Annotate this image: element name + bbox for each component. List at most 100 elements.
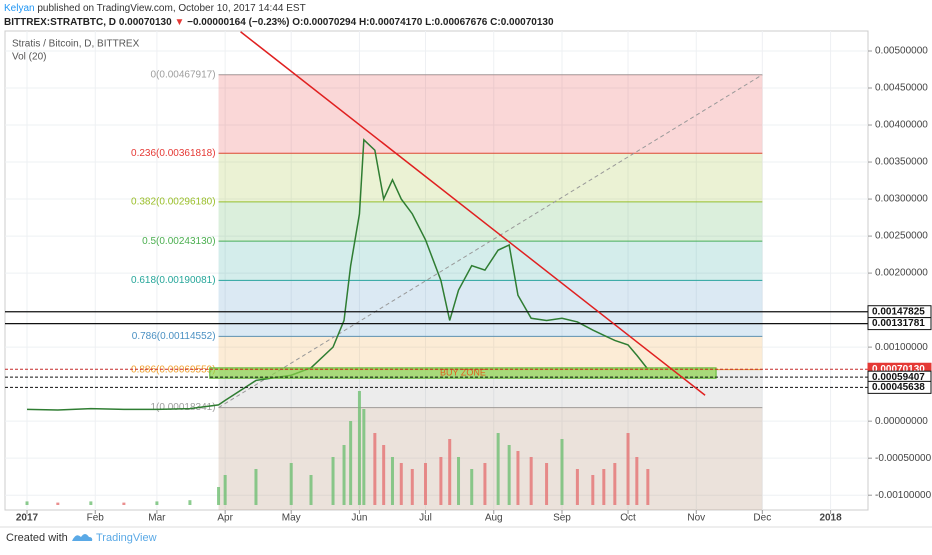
chart-subtitle: Vol (20) (12, 52, 46, 63)
fib-label: 0.236(0.00361818) (131, 148, 216, 159)
plot: 0.00500000 0.00450000 0.00400000 0.00350000… (5, 31, 932, 524)
chart-title: Stratis / Bitcoin, D, BITTREX (12, 39, 140, 50)
buy-zone (209, 367, 717, 379)
y-tick-label: 0.00300000 (875, 194, 928, 205)
volume-bar (483, 463, 487, 505)
volume-bar (89, 501, 93, 505)
header-line1: Kelyan published on TradingView.com, Oct… (4, 3, 306, 14)
x-tick-label: Jul (419, 513, 432, 524)
fib-diagonal (218, 74, 763, 409)
volume-bar (382, 445, 386, 505)
volume-bar (223, 475, 227, 505)
price-tag-label: 0.00070130 (872, 364, 925, 375)
volume-bar (602, 469, 606, 505)
volume-bar (289, 463, 293, 505)
trendline (240, 31, 706, 396)
price-tag-label: 0.00147825 (872, 306, 925, 317)
y-tick-label: 0.00200000 (875, 268, 928, 279)
volume-bar (122, 502, 126, 505)
x-tick-label: Nov (687, 513, 705, 524)
volume-bar (470, 469, 474, 505)
fib-label: 0(0.00467917) (150, 69, 215, 80)
volume-bar (423, 463, 427, 505)
last: 0.00070130 (119, 17, 172, 28)
price-line (26, 138, 649, 411)
y-tick-label: 0.00400000 (875, 120, 928, 131)
buy-zone-label: BUY ZONE (440, 367, 486, 377)
volume-bar (613, 463, 617, 505)
x-tick-label: Feb (87, 513, 105, 524)
y-tick-label: 0.00250000 (875, 231, 928, 242)
volume-bar (496, 433, 500, 505)
fib-label: 0.786(0.00114552) (132, 331, 216, 342)
y-tick-label: 0.00000000 (875, 416, 928, 427)
ohlc: O:0.00070294 H:0.00074170 L:0.00067676 C… (292, 17, 554, 28)
fib-label: 0.5(0.00243130) (142, 236, 215, 247)
volume-bar (545, 463, 549, 505)
x-tick-label: Apr (217, 513, 233, 524)
x-tick-label: Jun (351, 513, 367, 524)
fib-band (218, 280, 763, 337)
volume-bar (560, 439, 564, 505)
fib-band (218, 153, 763, 202)
x-tick-label: Sep (553, 513, 571, 524)
x-tick-label: 2017 (16, 513, 39, 524)
x-tick-label: Oct (620, 513, 636, 524)
footer-created: Created with (6, 532, 68, 544)
y-tick-label: 0.00350000 (875, 157, 928, 168)
change: −0.00000164 (−0.23%) (187, 17, 289, 28)
fib-band (218, 336, 763, 370)
volume-bar (626, 433, 630, 505)
fib-label: 0.618(0.00190081) (131, 275, 216, 286)
volume-bar (362, 409, 366, 505)
volume-bar (591, 475, 595, 505)
volume-bar (309, 475, 313, 505)
volume-bar (331, 457, 335, 505)
header-line2: BITTREX:STRATBTC, D 0.00070130 ▼ −0.0000… (4, 17, 554, 28)
volume-bar (188, 500, 192, 505)
volume-bar (155, 501, 159, 505)
price-tag-label: 0.00131781 (872, 318, 925, 329)
arrow: ▼ (174, 17, 184, 28)
volume-bar (646, 469, 650, 505)
volume-bar (575, 469, 579, 505)
x-tick-label: Mar (148, 513, 166, 524)
price-tag-label: 0.00045638 (872, 382, 925, 393)
volume-bar (349, 421, 353, 505)
x-tick-label: Dec (753, 513, 771, 524)
y-tick-label: -0.00100000 (875, 490, 932, 501)
volume-bar (439, 457, 443, 505)
price-tag (867, 380, 932, 394)
price-tag (867, 317, 932, 331)
plot-frame (4, 30, 869, 511)
fib-extension (218, 407, 763, 510)
volume-bar (254, 469, 258, 505)
fib-label: 0.886(0.00069559) (131, 364, 216, 375)
author[interactable]: Kelyan (4, 3, 35, 14)
price-tag-label: 0.00059407 (872, 372, 925, 383)
volume-bar (457, 457, 461, 505)
published: published on TradingView.com, October 10… (35, 3, 306, 14)
volume-bar (390, 457, 394, 505)
fib-band (218, 74, 763, 154)
y-tick-label: -0.00050000 (875, 453, 932, 464)
volume-bar (25, 501, 29, 505)
volume-bar (516, 451, 520, 505)
volume-bar (399, 463, 403, 505)
volume-bar (373, 433, 377, 505)
volume-bar (342, 445, 346, 505)
symbol: BITTREX:STRATBTC, D (4, 17, 116, 28)
volume-bar (217, 487, 221, 505)
volume-bar (448, 439, 452, 505)
x-tick-label: May (282, 513, 301, 524)
volume-bar (357, 391, 361, 505)
x-tick-label: 2018 (819, 513, 842, 524)
logo (72, 534, 93, 541)
y-tick-label: 0.00100000 (875, 342, 928, 353)
y-tick-label: 0.00500000 (875, 46, 928, 57)
volume-bar (529, 457, 533, 505)
volume-bar (56, 502, 60, 505)
footer-brand[interactable]: TradingView (96, 532, 157, 544)
